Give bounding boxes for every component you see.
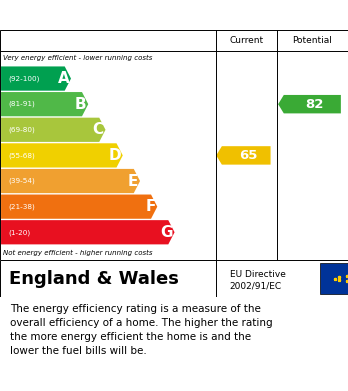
Polygon shape <box>278 95 341 113</box>
Polygon shape <box>1 169 140 193</box>
Text: Not energy efficient - higher running costs: Not energy efficient - higher running co… <box>3 249 153 256</box>
Text: (1-20): (1-20) <box>9 229 31 235</box>
Text: 2002/91/EC: 2002/91/EC <box>230 282 282 291</box>
Text: Potential: Potential <box>292 36 332 45</box>
Polygon shape <box>1 118 105 142</box>
Text: (92-100): (92-100) <box>9 75 40 82</box>
Text: (81-91): (81-91) <box>9 101 35 108</box>
Text: England & Wales: England & Wales <box>9 269 179 288</box>
Text: (21-38): (21-38) <box>9 203 35 210</box>
Text: 65: 65 <box>239 149 257 162</box>
Text: G: G <box>160 225 173 240</box>
Bar <box>320 263 348 294</box>
Text: D: D <box>109 148 121 163</box>
Polygon shape <box>1 143 123 167</box>
Text: E: E <box>128 174 138 188</box>
Text: F: F <box>145 199 156 214</box>
Text: The energy efficiency rating is a measure of the
overall efficiency of a home. T: The energy efficiency rating is a measur… <box>10 304 273 356</box>
Polygon shape <box>1 66 71 91</box>
Polygon shape <box>1 220 175 244</box>
Text: (39-54): (39-54) <box>9 178 35 184</box>
Text: Current: Current <box>229 36 263 45</box>
Text: 82: 82 <box>305 98 323 111</box>
Text: (55-68): (55-68) <box>9 152 35 159</box>
Text: Very energy efficient - lower running costs: Very energy efficient - lower running co… <box>3 55 153 61</box>
Text: B: B <box>75 97 87 112</box>
Polygon shape <box>1 92 88 116</box>
Text: Energy Efficiency Rating: Energy Efficiency Rating <box>63 7 285 23</box>
Text: C: C <box>93 122 104 137</box>
Text: A: A <box>57 71 69 86</box>
Text: EU Directive: EU Directive <box>230 270 286 279</box>
Text: (69-80): (69-80) <box>9 127 35 133</box>
Polygon shape <box>1 195 157 219</box>
Polygon shape <box>216 146 271 165</box>
